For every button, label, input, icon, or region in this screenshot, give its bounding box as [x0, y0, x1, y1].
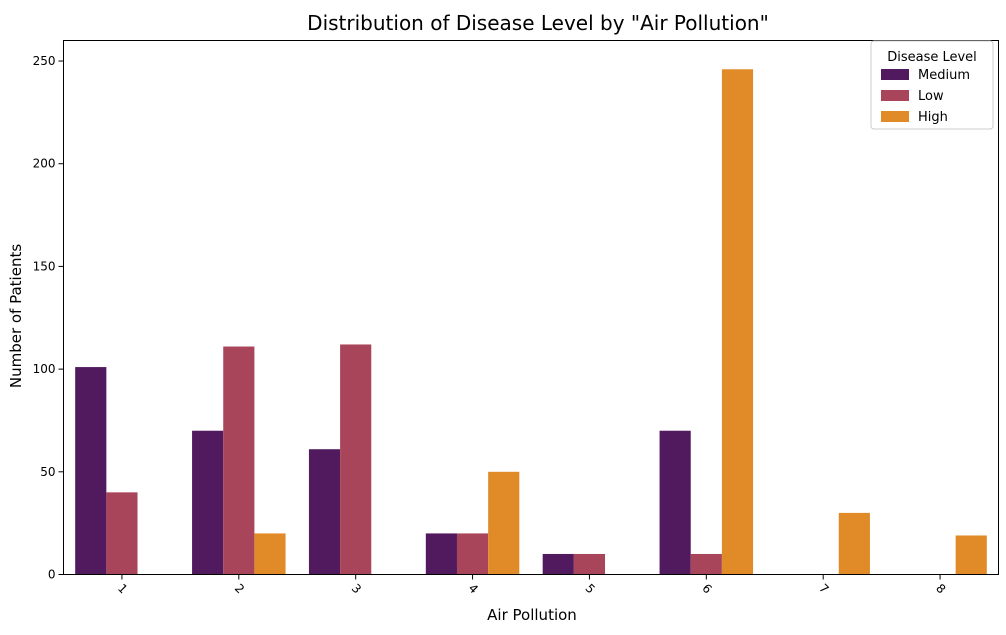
bar-high-2 — [254, 533, 286, 575]
bar-medium-1 — [75, 367, 107, 575]
y-axis-label: Number of Patients — [7, 244, 25, 388]
bar-low-2 — [223, 346, 255, 575]
y-tick-label: 200 — [33, 157, 56, 171]
legend-label-medium: Medium — [918, 68, 970, 83]
bar-medium-3 — [308, 449, 341, 575]
bar-high-6 — [721, 69, 754, 575]
bar-medium-4 — [425, 533, 457, 575]
y-tick-label: 0 — [48, 568, 56, 582]
legend-swatch-high — [881, 111, 909, 122]
bar-low-5 — [573, 553, 606, 575]
legend-label-high: High — [918, 110, 948, 125]
bars-layer — [75, 69, 987, 575]
x-axis-label: Air Pollution — [487, 606, 577, 624]
legend-items: Medium Low High — [881, 68, 970, 125]
plot-frame — [63, 40, 999, 575]
y-tick-label: 150 — [33, 259, 56, 273]
bar-low-6 — [690, 553, 722, 575]
bar-medium-6 — [659, 430, 691, 575]
legend-swatch-medium — [881, 69, 909, 80]
bar-medium-2 — [192, 430, 224, 575]
y-tick-label: 250 — [33, 54, 56, 68]
legend-swatch-low — [881, 90, 909, 101]
y-tick-label: 50 — [40, 465, 55, 479]
legend-box — [870, 40, 994, 130]
bar-high-8 — [955, 535, 987, 575]
legend-label-low: Low — [918, 89, 944, 104]
bar-low-3 — [340, 344, 372, 575]
y-tick-label: 100 — [33, 362, 56, 376]
bar-low-1 — [106, 492, 138, 575]
bar-medium-5 — [542, 553, 574, 575]
legend: Disease Level Medium Low High — [870, 40, 994, 130]
bar-high-4 — [488, 471, 520, 575]
bar-low-4 — [456, 533, 489, 575]
y-axis: 0 50 100 150 200 250 — [33, 54, 64, 582]
chart-title: Distribution of Disease Level by "Air Po… — [307, 11, 769, 35]
legend-title: Disease Level — [887, 50, 977, 65]
bar-high-7 — [838, 512, 870, 575]
